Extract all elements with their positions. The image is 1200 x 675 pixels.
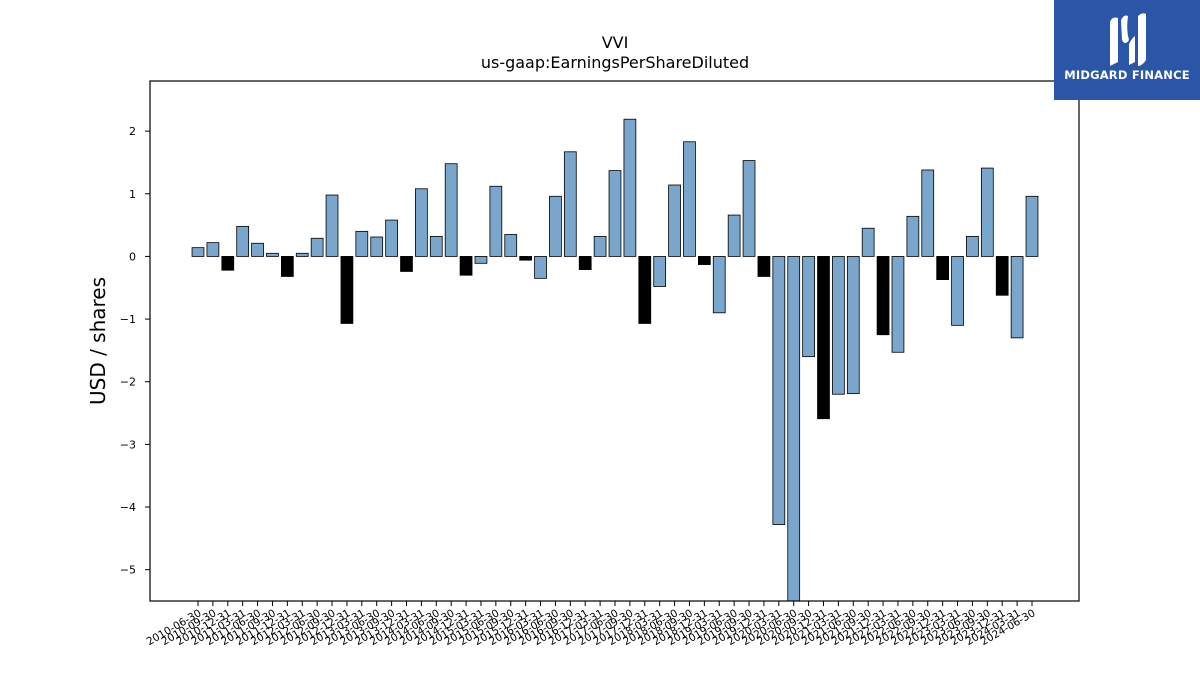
bar-2020-06-30 — [787, 256, 801, 602]
bar-2024-03-31 — [1010, 256, 1024, 339]
bar-2019-12-31 — [757, 256, 771, 277]
bar-2020-03-31 — [772, 256, 786, 525]
y-tick-label: 2 — [129, 125, 136, 138]
bar-2014-03-31 — [415, 188, 428, 257]
bar-2021-06-30 — [846, 256, 860, 395]
bar-2013-09-30 — [385, 219, 398, 257]
y-tick-label: −3 — [120, 438, 136, 451]
bar-2023-03-31 — [951, 256, 964, 326]
bar-2016-03-31 — [534, 256, 547, 279]
logo-text: MIDGARD FINANCE — [1064, 68, 1190, 82]
bar-2024-06-30 — [1025, 195, 1039, 257]
bar-2022-06-30 — [906, 215, 920, 257]
y-axis-label: USD / shares — [86, 277, 110, 405]
bar-2022-12-31 — [936, 256, 950, 281]
bar-2020-12-31 — [817, 256, 830, 420]
bar-2023-06-30 — [966, 235, 979, 257]
chart-subtitle: us-gaap:EarningsPerShareDiluted — [481, 53, 749, 72]
y-tick-label: −1 — [120, 313, 136, 326]
y-axis-ticks: −5 −4 −3 −2 −1 0 1 2 — [120, 125, 150, 577]
bar-2014-06-30 — [429, 235, 443, 257]
bar-2017-12-31 — [638, 256, 652, 324]
bar-2019-09-30 — [742, 160, 756, 257]
bar-2021-03-31 — [832, 256, 845, 395]
chart-title: VVI — [602, 33, 629, 52]
bar-2012-06-30 — [310, 237, 324, 257]
bar-2018-06-30 — [668, 184, 681, 257]
bar-2015-09-30 — [504, 234, 518, 257]
y-tick-label: −5 — [120, 564, 136, 577]
bar-2010-06-30 — [191, 247, 205, 257]
bar-2018-09-30 — [683, 141, 696, 257]
bar-2021-12-31 — [876, 256, 890, 336]
bar-2013-03-31 — [355, 230, 369, 257]
bar-2014-12-31 — [459, 256, 473, 276]
bar-2012-09-30 — [325, 194, 339, 257]
bar-2017-06-30 — [608, 170, 622, 257]
y-tick-label: 0 — [129, 250, 136, 263]
bar-2022-03-31 — [891, 256, 905, 353]
bar-2018-12-31 — [698, 256, 711, 265]
bar-2023-09-30 — [980, 167, 994, 257]
bar-2011-06-30 — [251, 242, 264, 257]
bar-2013-12-31 — [400, 256, 413, 272]
bar-2022-09-30 — [921, 169, 935, 257]
midgard-finance-logo: MIDGARD FINANCE — [1054, 0, 1200, 100]
bar-2015-03-31 — [474, 256, 488, 264]
bars — [191, 118, 1039, 602]
bar-2021-09-30 — [861, 227, 875, 257]
bar-2017-03-31 — [593, 235, 607, 257]
bar-2018-03-31 — [653, 256, 667, 287]
bar-2016-09-30 — [563, 151, 577, 257]
bar-2012-03-31 — [295, 252, 309, 257]
bar-2019-03-31 — [712, 256, 726, 314]
bar-2010-12-31 — [221, 256, 235, 271]
midgard-logo-mark-icon — [1110, 13, 1146, 67]
bar-2011-03-31 — [236, 225, 250, 257]
bar-2020-09-30 — [802, 256, 815, 358]
y-tick-label: −4 — [120, 501, 136, 514]
bar-2016-06-30 — [549, 195, 562, 257]
bar-2011-09-30 — [266, 252, 279, 257]
bar-2012-12-31 — [340, 256, 354, 324]
y-tick-label: −2 — [120, 376, 136, 389]
bar-2015-06-30 — [489, 185, 503, 257]
bar-2013-06-30 — [370, 236, 384, 257]
bar-2014-09-30 — [444, 163, 458, 257]
y-tick-label: 1 — [129, 188, 136, 201]
bar-2015-12-31 — [519, 256, 533, 261]
bar-2023-12-31 — [995, 256, 1009, 296]
x-axis-ticks: 2010-06-302010-09-302010-12-312011-03-31… — [145, 601, 1038, 648]
bar-2011-12-31 — [280, 256, 294, 277]
plot-frame — [149, 80, 1080, 602]
bar-2019-06-30 — [727, 214, 741, 257]
bar-2016-12-31 — [578, 256, 592, 270]
bar-2017-09-30 — [623, 118, 637, 257]
bar-2010-09-30 — [206, 242, 220, 257]
